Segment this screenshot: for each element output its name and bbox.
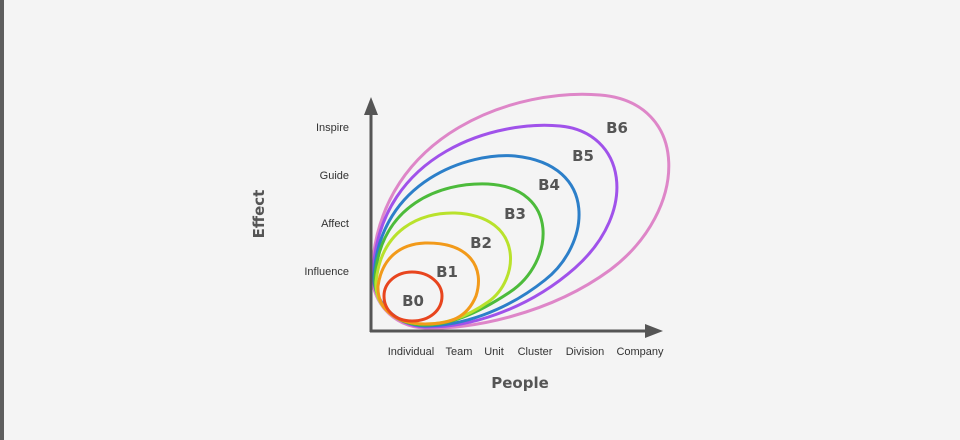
- band-label-b3: B3: [504, 205, 526, 223]
- x-level-label: Cluster: [518, 346, 553, 358]
- axes: [364, 97, 663, 338]
- x-level-label: Individual: [388, 346, 434, 358]
- band-label-b5: B5: [572, 147, 594, 165]
- x-axis-arrow: [645, 324, 663, 338]
- band-label-b6: B6: [606, 119, 628, 137]
- band-label-b0: B0: [402, 292, 424, 310]
- x-level-label: Company: [616, 346, 664, 358]
- x-level-labels: Individual Team Unit Cluster Division Co…: [388, 346, 664, 358]
- x-level-label: Team: [446, 346, 473, 358]
- y-level-label: Influence: [304, 266, 349, 278]
- band-loop-b1: [376, 241, 480, 326]
- band-label-b4: B4: [538, 176, 560, 194]
- y-level-label: Inspire: [316, 122, 349, 134]
- x-axis-title: People: [491, 374, 549, 392]
- y-level-label: Affect: [321, 218, 349, 230]
- x-level-label: Division: [566, 346, 605, 358]
- window-left-edge: [0, 0, 4, 440]
- y-level-label: Guide: [320, 170, 349, 182]
- band-label-b2: B2: [470, 234, 492, 252]
- y-level-labels: Influence Affect Guide Inspire: [304, 122, 349, 278]
- band-loop-b0: [382, 270, 444, 323]
- y-axis-arrow: [364, 97, 378, 115]
- band-labels: B0 B1 B2 B3 B4 B5 B6: [402, 119, 628, 310]
- band-label-b1: B1: [436, 263, 458, 281]
- y-axis-title: Effect: [250, 190, 268, 239]
- band-loops: [370, 92, 671, 330]
- x-level-label: Unit: [484, 346, 504, 358]
